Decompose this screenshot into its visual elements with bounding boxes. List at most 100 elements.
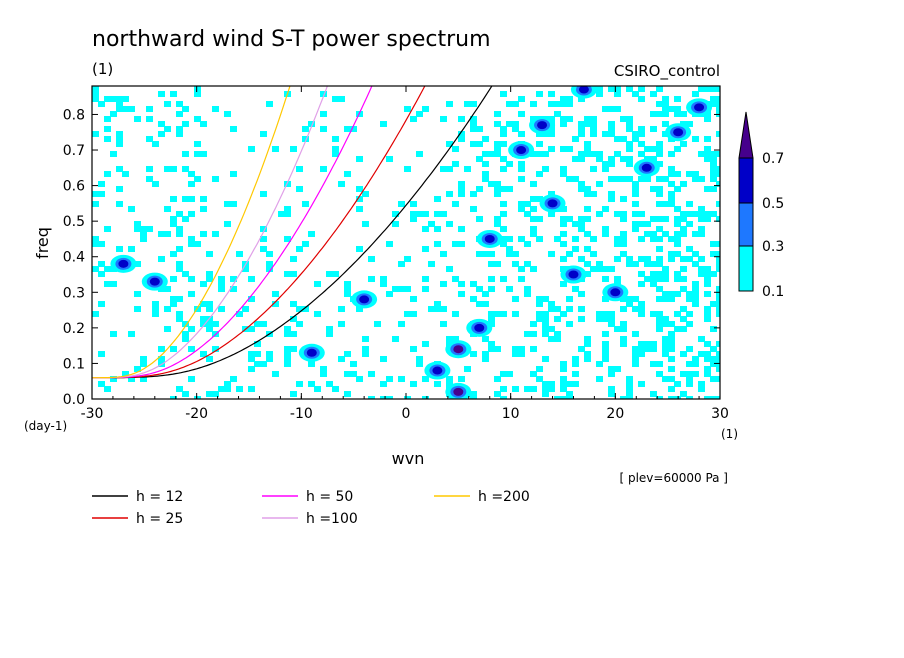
field-cell: [704, 351, 711, 357]
field-cell: [584, 186, 591, 192]
field-cell: [704, 371, 711, 377]
field-cell: [320, 91, 327, 97]
field-cell: [692, 281, 699, 287]
field-cell: [230, 171, 237, 177]
field-cell: [116, 166, 123, 172]
field-cell: [578, 96, 585, 102]
field-cell: [356, 246, 363, 252]
field-cell: [620, 211, 627, 217]
field-cell: [344, 291, 351, 297]
field-cell: [182, 271, 189, 277]
axis-ticks: -30 -20 -10 0 10 20 30 0.0 0.1 0.2 0.3 0.4 0.5 0.6 0.7…: [63, 86, 729, 422]
field-cell: [668, 366, 675, 372]
field-cell: [488, 321, 495, 327]
field-cell: [332, 386, 339, 392]
field-cell: [530, 321, 537, 327]
field-cell: [554, 101, 561, 107]
field-cell: [338, 356, 345, 362]
field-cell: [206, 321, 213, 327]
field-cell: [656, 216, 663, 222]
field-cell: [524, 286, 531, 292]
field-cell: [206, 306, 213, 312]
field-cell: [416, 111, 423, 117]
field-cell: [644, 176, 651, 182]
field-cell: [512, 101, 519, 107]
field-cell: [644, 346, 651, 352]
field-cell: [608, 156, 615, 162]
field-cell: [602, 226, 609, 232]
field-cell: [716, 181, 720, 187]
field-cell: [506, 371, 513, 377]
field-cell: [290, 391, 297, 397]
field-cell: [554, 236, 561, 242]
field-cell: [512, 296, 519, 302]
field-cell: [92, 266, 99, 272]
field-cell: [704, 306, 711, 312]
field-cell: [410, 211, 417, 217]
field-cell: [392, 286, 399, 292]
field-cell: [152, 301, 159, 307]
field-cell: [398, 376, 405, 382]
field-cell: [656, 146, 663, 152]
field-cell: [374, 321, 381, 327]
field-cell: [650, 111, 657, 117]
field-cell: [518, 96, 525, 102]
field-cell: [572, 371, 579, 377]
field-cell: [680, 316, 687, 322]
field-cell: [182, 166, 189, 172]
field-cell: [482, 251, 489, 257]
field-cell: [320, 371, 327, 377]
field-cell: [614, 86, 621, 92]
field-cell: [698, 266, 705, 272]
field-cell: [674, 146, 681, 152]
field-cell: [392, 336, 399, 342]
field-cell: [716, 241, 720, 247]
field-cell: [110, 96, 117, 102]
field-cell: [260, 321, 267, 327]
field-cell: [500, 396, 507, 399]
field-cell: [626, 301, 633, 307]
field-cell: [530, 371, 537, 377]
hotspot-core: [359, 295, 370, 304]
field-cell: [602, 346, 609, 352]
field-cell: [644, 261, 651, 267]
field-cell: [680, 141, 687, 147]
field-cell: [290, 331, 297, 337]
field-cell: [104, 96, 111, 102]
field-cell: [212, 321, 219, 327]
field-cell: [464, 366, 471, 372]
field-cell: [638, 271, 645, 277]
field-cell: [626, 256, 633, 262]
x-axis-label: wvn: [392, 449, 425, 468]
field-cell: [650, 146, 657, 152]
field-cell: [698, 206, 705, 212]
field-cell: [578, 186, 585, 192]
field-cell: [698, 211, 705, 217]
field-cell: [542, 151, 549, 157]
field-cell: [698, 386, 705, 392]
field-cell: [710, 251, 717, 257]
field-cell: [254, 361, 261, 367]
field-cell: [470, 126, 477, 132]
field-cell: [656, 246, 663, 252]
field-cell: [386, 156, 393, 162]
field-cell: [344, 171, 351, 177]
field-cell: [668, 191, 675, 197]
field-cell: [116, 96, 123, 102]
field-cell: [158, 346, 165, 352]
field-cell: [668, 181, 675, 187]
field-cell: [170, 166, 177, 172]
field-cell: [542, 321, 549, 327]
field-cell: [482, 171, 489, 177]
field-cell: [590, 116, 597, 122]
field-cell: [632, 331, 639, 337]
field-cell: [560, 231, 567, 237]
field-cell: [440, 306, 447, 312]
field-cell: [656, 311, 663, 317]
field-cell: [200, 231, 207, 237]
field-cell: [482, 176, 489, 182]
field-cell: [530, 386, 537, 392]
field-cell: [182, 391, 189, 397]
field-cell: [134, 366, 141, 372]
field-cell: [170, 221, 177, 227]
